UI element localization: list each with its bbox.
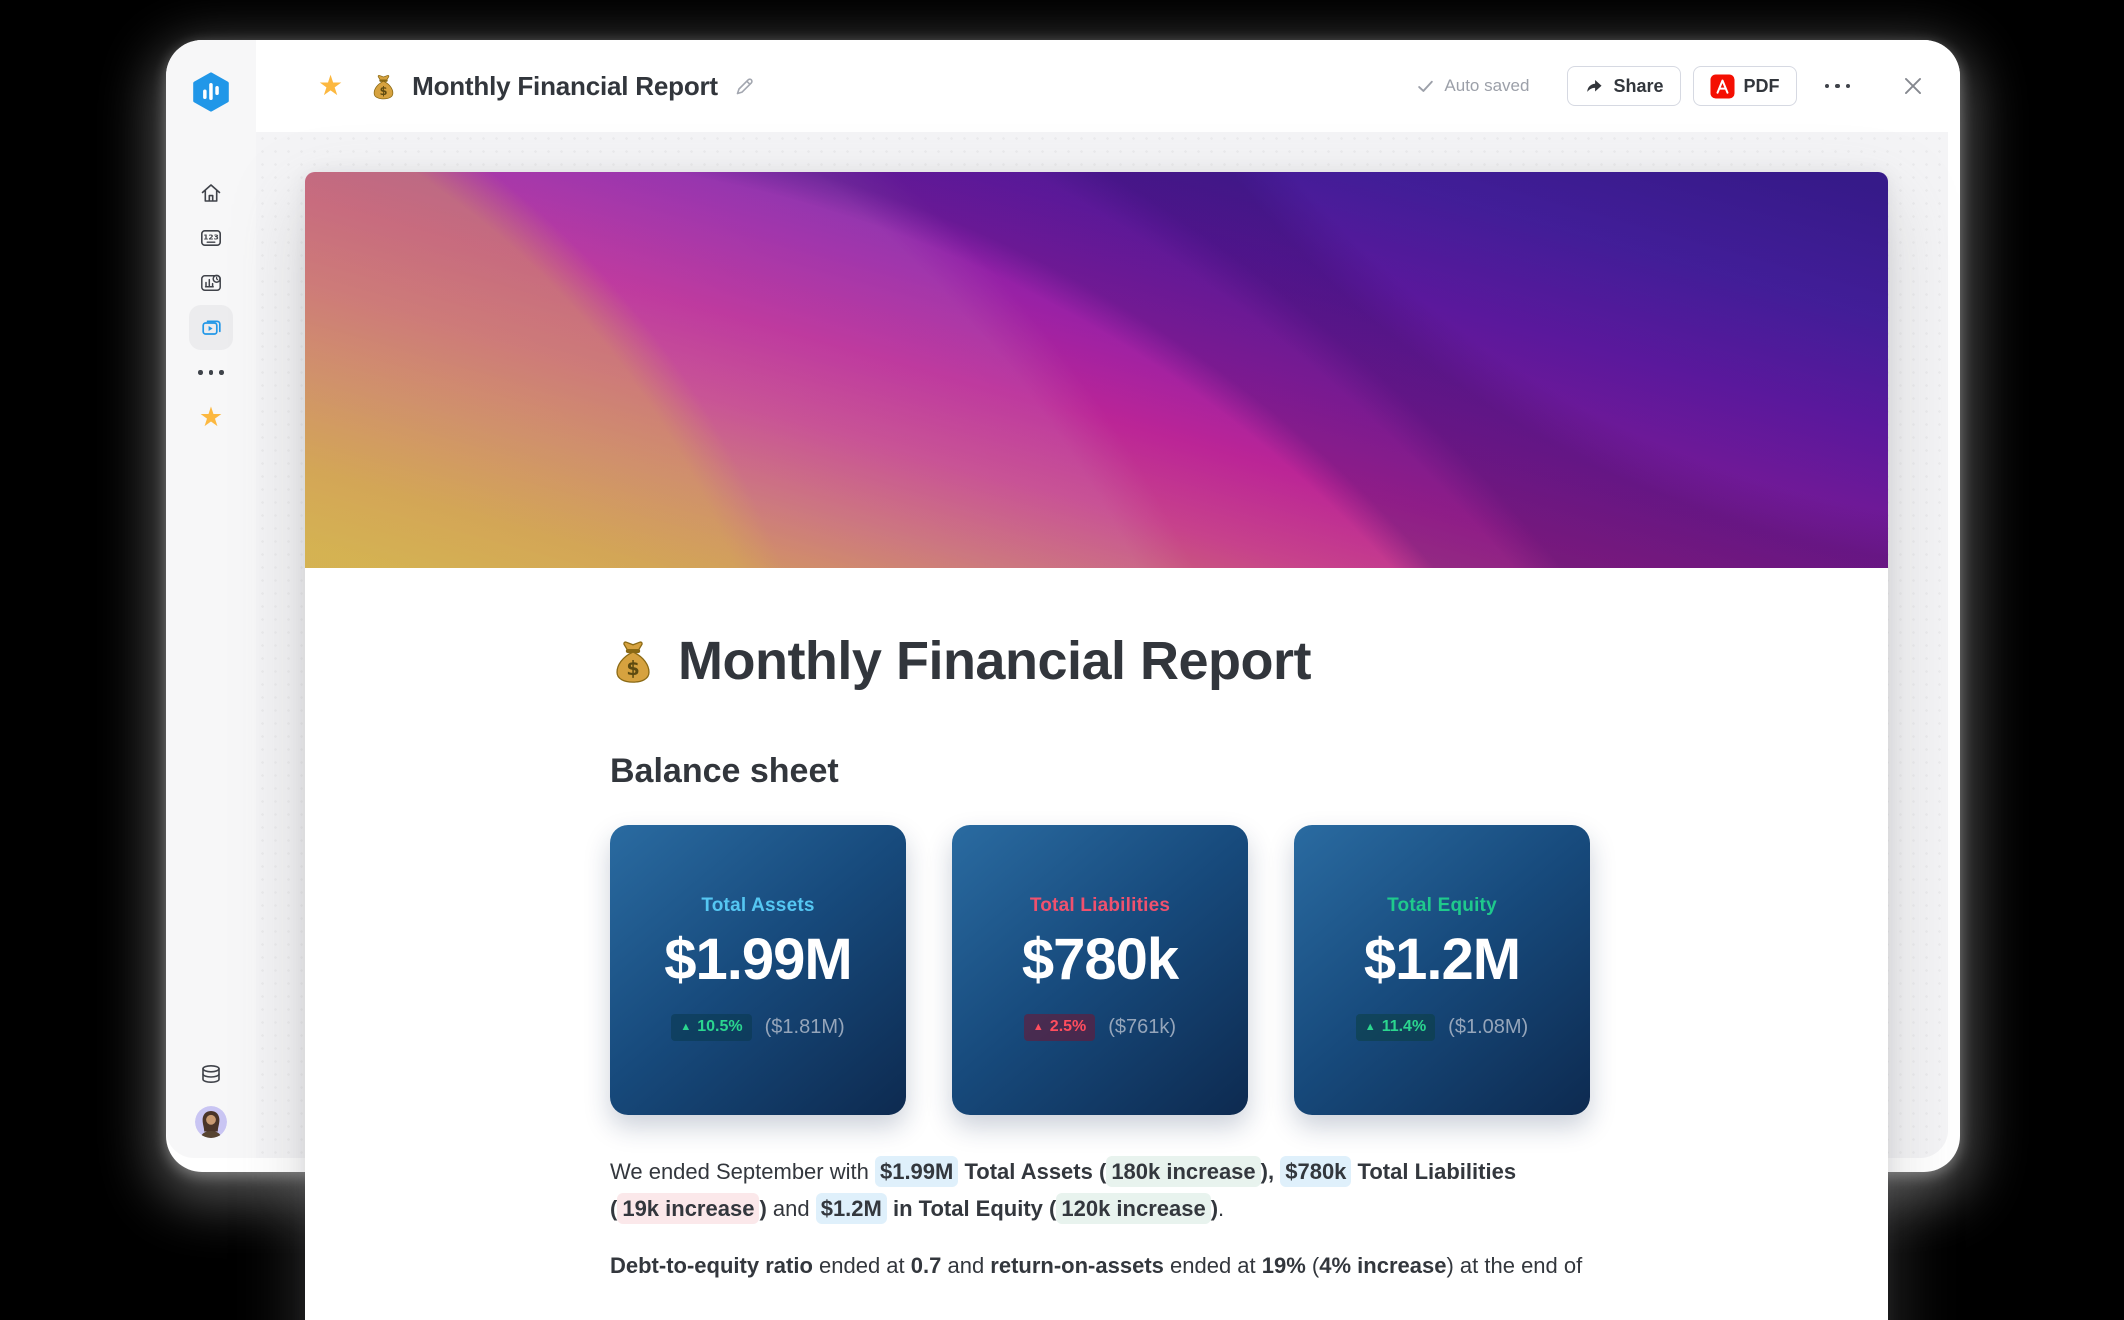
sidebar-item-video-gallery[interactable] (189, 305, 233, 350)
doc-title: Monthly Financial Report (412, 70, 718, 101)
card-delta-badge: ▲ 10.5% (671, 1014, 752, 1041)
money-bag-icon: $ (373, 74, 394, 99)
export-pdf-button[interactable]: PDF (1692, 66, 1797, 106)
adobe-pdf-icon (1709, 73, 1735, 99)
autosave-status: Auto saved (1416, 76, 1529, 96)
card-meta: ▲ 10.5% ($1.81M) (671, 1014, 845, 1041)
close-icon[interactable] (1900, 73, 1926, 99)
summary-paragraph: We ended September with $1.99M Total Ass… (610, 1153, 1630, 1227)
doc-heading: $ Monthly Financial Report (610, 630, 1635, 692)
sidebar-item-home[interactable] (189, 170, 233, 215)
sidebar-item-chart-report[interactable] (189, 260, 233, 305)
banner-gradient (305, 172, 1888, 568)
card-label: Total Liabilities (1029, 895, 1171, 916)
autosave-label: Auto saved (1444, 76, 1530, 95)
svg-text:$: $ (380, 84, 388, 97)
doc-content: $ Monthly Financial Report Balance sheet… (305, 630, 1635, 1284)
card-delta: 10.5% (697, 1018, 743, 1035)
document-page: $ Monthly Financial Report Balance sheet… (305, 172, 1888, 1320)
edit-pencil-icon[interactable] (733, 74, 757, 98)
favorite-star-icon[interactable]: ★ (318, 70, 344, 101)
sidebar-item-more[interactable] (189, 350, 233, 395)
card-previous-value: ($1.08M) (1448, 1016, 1529, 1038)
sidebar-item-database[interactable] (198, 1062, 224, 1093)
card-value: $780k (1021, 927, 1179, 992)
card-delta: 11.4% (1381, 1018, 1427, 1035)
card-value: $1.2M (1363, 927, 1521, 992)
card-label: Total Assets (701, 895, 815, 916)
svg-text:$: $ (626, 657, 639, 680)
money-bag-icon: $ (616, 641, 650, 683)
card-delta: 2.5% (1049, 1018, 1087, 1035)
delta-up-icon: ▲ (1364, 1020, 1376, 1033)
user-avatar[interactable] (195, 1106, 227, 1138)
card-previous-value: ($1.81M) (764, 1016, 845, 1038)
kpi-card-total-assets[interactable]: Total Assets $1.99M ▲ 10.5% ($1.81M) (610, 825, 906, 1115)
topbar-actions: Auto saved Share PDF (1416, 66, 1926, 106)
card-value: $1.99M (664, 927, 852, 992)
card-previous-value: ($761k) (1108, 1016, 1177, 1038)
topbar: ★ $ Monthly Financial Report Auto (256, 40, 1960, 132)
sidebar-item-favorites[interactable]: ★ (189, 395, 233, 440)
card-meta: ▲ 2.5% ($761k) (1023, 1014, 1177, 1041)
share-button[interactable]: Share (1567, 66, 1681, 106)
sidebar-bottom (195, 1062, 227, 1138)
card-label: Total Equity (1387, 895, 1497, 916)
sidebar: 123 (166, 40, 256, 1158)
share-arrow-icon (1587, 80, 1603, 92)
doc-title-cluster: ★ $ Monthly Financial Report (318, 71, 757, 102)
svg-text:123: 123 (203, 232, 218, 241)
page-title: Monthly Financial Report (678, 631, 1312, 691)
card-delta-badge: ▲ 2.5% (1023, 1014, 1096, 1041)
kpi-cards: Total Assets $1.99M ▲ 10.5% ($1.81M) Tot… (610, 825, 1635, 1115)
sidebar-item-numbers-board[interactable]: 123 (189, 215, 233, 260)
app-logo-icon[interactable] (191, 72, 231, 112)
pdf-label: PDF (1743, 75, 1780, 96)
kpi-card-total-equity[interactable]: Total Equity $1.2M ▲ 11.4% ($1.08M) (1294, 825, 1590, 1115)
check-icon (1418, 80, 1434, 92)
ratios-paragraph: Debt-to-equity ratio ended at 0.7 and re… (610, 1253, 1583, 1278)
star-icon: ★ (198, 402, 224, 432)
more-dots-icon (198, 370, 224, 375)
card-delta-badge: ▲ 11.4% (1355, 1014, 1436, 1041)
delta-up-icon: ▲ (1032, 1020, 1044, 1033)
card-meta: ▲ 11.4% ($1.08M) (1355, 1014, 1529, 1041)
delta-up-icon: ▲ (680, 1020, 692, 1033)
kpi-card-total-liabilities[interactable]: Total Liabilities $780k ▲ 2.5% ($761k) (952, 825, 1248, 1115)
section-title: Balance sheet (610, 752, 839, 790)
sidebar-nav: 123 (189, 170, 233, 440)
more-menu-button[interactable] (1817, 76, 1859, 97)
share-label: Share (1613, 75, 1664, 96)
